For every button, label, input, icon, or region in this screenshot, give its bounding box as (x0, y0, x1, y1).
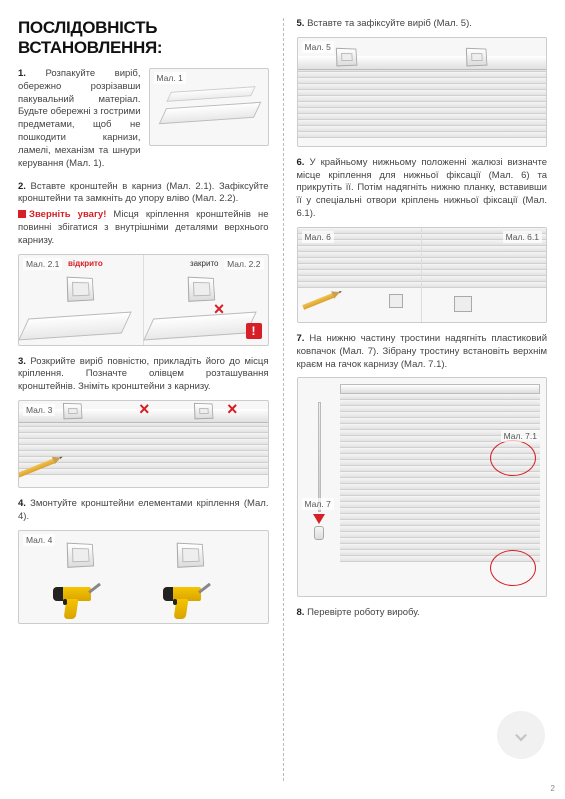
figure-6-left: Мал. 6 (298, 228, 423, 322)
fig5-bracket-l (335, 48, 357, 67)
figure-6: Мал. 6 Мал. 6.1 (297, 227, 548, 323)
step-3: 3. Розкрийте виріб повністю, прикладіть … (18, 356, 269, 488)
fig7-arrow (313, 514, 325, 524)
fig4-bracket-1 (67, 542, 94, 567)
step-1-body: Розпакуйте виріб, обережно розрізавши па… (18, 68, 141, 169)
warning-icon (18, 210, 26, 218)
step-5-text: 5. Вставте та зафіксуйте виріб (Мал. 5). (297, 18, 548, 31)
fig7-toprail (340, 384, 541, 394)
step-2-num: 2. (18, 181, 26, 192)
step-1-text: 1. Розпакуйте виріб, обережно розрізавши… (18, 68, 141, 171)
fig21-rail (18, 311, 132, 340)
fig22-bracket (187, 276, 214, 301)
fig4-bracket-2 (177, 542, 204, 567)
fig22-excl: ! (246, 323, 262, 339)
step-5-body: Вставте та зафіксуйте виріб (Мал. 5). (307, 18, 472, 29)
step-4-text: 4. Змонтуйте кронштейни елементами кріпл… (18, 498, 269, 524)
page-title: ПОСЛІДОВНІСТЬ ВСТАНОВЛЕННЯ: (18, 18, 269, 58)
column-divider (283, 18, 284, 781)
fig21-label: Мал. 2.1 (23, 258, 62, 270)
fig3-blinds (19, 415, 268, 487)
right-column: 5. Вставте та зафіксуйте виріб (Мал. 5).… (283, 0, 565, 799)
watermark-icon (497, 711, 545, 759)
step-6-text: 6. У крайньому нижньому положенні жалюзі… (297, 157, 548, 221)
fig4-drill-2 (155, 581, 215, 621)
fig1-rail-top (166, 86, 255, 102)
figure-4: Мал. 4 (18, 530, 269, 624)
step-7-body: На нижню частину тростини надягніть плас… (297, 333, 548, 370)
fig6-label: Мал. 6 (302, 231, 334, 243)
fig5-bracket-r (466, 48, 488, 67)
step-2: 2. Вставте кронштейн в карниз (Мал. 2.1)… (18, 181, 269, 346)
step-7: 7. На нижню частину тростини надягніть п… (297, 333, 548, 597)
fig21-bracket (67, 276, 94, 301)
step-7-text: 7. На нижню частину тростини надягніть п… (297, 333, 548, 371)
step-1: 1. Розпакуйте виріб, обережно розрізавши… (18, 68, 269, 171)
step-2-body: Вставте кронштейн в карниз (Мал. 2.1). З… (18, 181, 269, 205)
fig4-label: Мал. 4 (23, 534, 55, 546)
fig21-open: відкрито (65, 258, 106, 269)
step-6: 6. У крайньому нижньому положенні жалюзі… (297, 157, 548, 323)
fig5-label: Мал. 5 (302, 41, 334, 53)
step-6-num: 6. (297, 157, 305, 168)
step-1-num: 1. (18, 68, 26, 79)
fig22-closed: закрито (187, 258, 222, 269)
fig7-wand (318, 402, 321, 512)
figure-2-1: Мал. 2.1 відкрито (19, 255, 144, 345)
figure-3: Мал. 3 × × (18, 400, 269, 488)
warning-label: Зверніть увагу! (29, 209, 106, 220)
fig3-x1: × (139, 400, 150, 420)
step-4-body: Змонтуйте кронштейни елементами кріпленн… (18, 498, 269, 522)
fig3-x2: × (227, 400, 238, 420)
step-5-num: 5. (297, 18, 305, 29)
left-column: ПОСЛІДОВНІСТЬ ВСТАНОВЛЕННЯ: 1. Розпакуйт… (0, 0, 283, 799)
figure-2: Мал. 2.1 відкрито Мал. 2.2 закрито × ! (18, 254, 269, 346)
fig3-label: Мал. 3 (23, 404, 55, 416)
fig3-bracket-l (63, 403, 83, 420)
step-6-body: У крайньому нижньому положенні жалюзі ви… (297, 157, 548, 219)
step-7-num: 7. (297, 333, 305, 344)
fig22-rail (143, 311, 257, 340)
figure-6-1: Мал. 6.1 (422, 228, 546, 322)
step-4: 4. Змонтуйте кронштейни елементами кріпл… (18, 498, 269, 624)
figure-2-2: Мал. 2.2 закрито × ! (144, 255, 268, 345)
fig7-label: Мал. 7 (302, 498, 334, 510)
fig1-rail (158, 102, 261, 124)
fig71-label: Мал. 7.1 (501, 430, 540, 442)
fig61-label: Мал. 6.1 (503, 231, 542, 243)
step-4-num: 4. (18, 498, 26, 509)
step-3-num: 3. (18, 356, 26, 367)
step-2-warning: Зверніть увагу! Місця кріплення кронштей… (18, 209, 269, 247)
fig4-drill-1 (45, 581, 105, 621)
fig22-x: × (214, 299, 225, 320)
step-5: 5. Вставте та зафіксуйте виріб (Мал. 5).… (297, 18, 548, 147)
figure-7: Мал. 7 Мал. 7.1 (297, 377, 548, 597)
step-8-num: 8. (297, 607, 305, 618)
fig6-clip (389, 294, 403, 308)
fig5-blinds (298, 66, 547, 146)
fig61-clip (454, 296, 472, 312)
figure-1: Мал. 1 (149, 68, 269, 146)
step-8-body: Перевірте роботу виробу. (307, 607, 420, 618)
step-2-text: 2. Вставте кронштейн в карниз (Мал. 2.1)… (18, 181, 269, 207)
figure-5: Мал. 5 (297, 37, 548, 147)
fig1-label: Мал. 1 (154, 72, 186, 84)
fig22-label: Мал. 2.2 (224, 258, 263, 270)
step-3-body: Розкрийте виріб повністю, прикладіть йог… (18, 356, 269, 393)
step-3-text: 3. Розкрийте виріб повністю, прикладіть … (18, 356, 269, 394)
fig7-cap (314, 526, 324, 540)
step-8-text: 8. Перевірте роботу виробу. (297, 607, 548, 620)
step-8: 8. Перевірте роботу виробу. (297, 607, 548, 620)
page-number: 2 (551, 784, 555, 793)
fig3-bracket-r (193, 403, 213, 420)
fig5-toprail (298, 56, 547, 70)
